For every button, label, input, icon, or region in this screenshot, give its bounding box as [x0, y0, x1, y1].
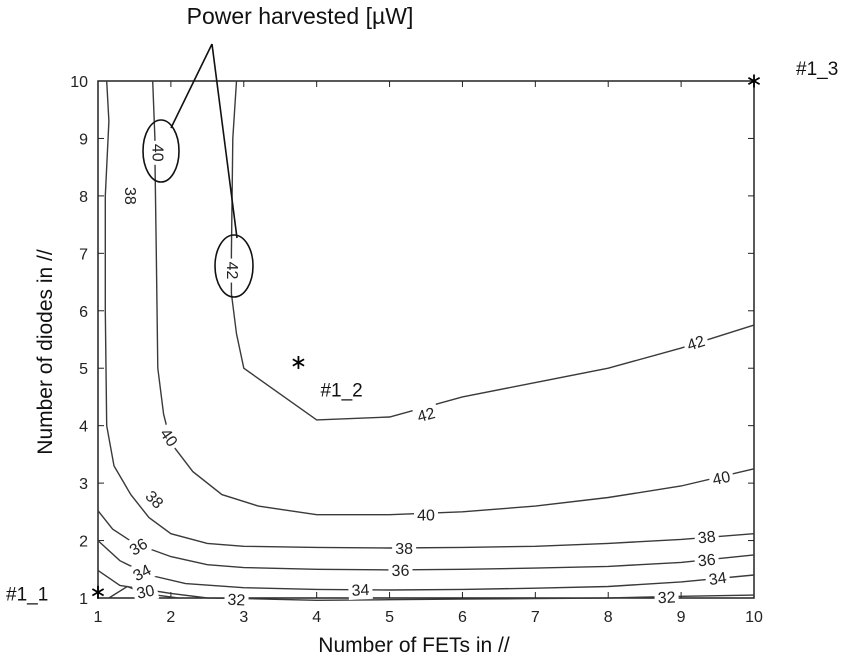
contour-label-30: 30 — [135, 582, 156, 602]
contour-label-38: 38 — [121, 187, 138, 205]
y-tick-label: 6 — [79, 304, 88, 321]
point-label: #1_3 — [796, 59, 838, 80]
contour-label-bg — [392, 538, 417, 559]
contour-label-bg — [681, 329, 711, 356]
contour-label-36: 36 — [391, 563, 409, 580]
annotation-ellipse-42 — [214, 234, 254, 298]
contour-label-bg — [139, 483, 171, 515]
contour-label-bg — [693, 525, 720, 548]
point-label: #1_2 — [320, 380, 362, 401]
contour-label-bg — [222, 258, 243, 283]
contour-label-42: 42 — [223, 262, 240, 280]
contour-label-42: 42 — [416, 405, 438, 426]
y-tick-label: 7 — [79, 246, 88, 263]
contour-40 — [152, 80, 755, 516]
x-tick-label: 10 — [745, 609, 763, 626]
contour-label-42: 42 — [685, 333, 707, 355]
marker-pt-1_2 — [292, 355, 305, 369]
contour-label-bg — [693, 548, 720, 571]
contour-label-34: 34 — [131, 562, 155, 585]
y-tick-label: 8 — [79, 189, 88, 206]
contour-label-36: 36 — [697, 552, 717, 571]
x-tick-label: 1 — [94, 609, 103, 626]
contour-label-38: 38 — [395, 541, 413, 558]
y-tick-label: 3 — [79, 476, 88, 493]
contour-label-38: 38 — [697, 529, 717, 548]
contour-label-bg — [223, 588, 249, 610]
annotation-arrow-42 — [211, 43, 238, 239]
contour-label-40: 40 — [711, 469, 732, 489]
contour-42 — [230, 80, 755, 421]
contour-label-bg — [347, 578, 373, 600]
x-tick-label: 5 — [385, 609, 394, 626]
annotation-group: Power harvested [µW] — [142, 3, 414, 298]
contour-label-bg — [414, 504, 438, 525]
y-tick-label: 4 — [79, 419, 88, 436]
contour-label-32: 32 — [657, 589, 676, 607]
x-tick-label: 2 — [166, 609, 175, 626]
contour-38 — [104, 80, 755, 549]
y-tick-label: 1 — [79, 591, 88, 608]
contour-label-32: 32 — [227, 592, 246, 610]
annotation-arrow-40 — [170, 43, 213, 129]
annotation-title: Power harvested [µW] — [187, 3, 414, 29]
x-tick-label: 6 — [458, 609, 467, 626]
contour-label-38: 38 — [141, 488, 166, 513]
contour-label-bg — [388, 559, 413, 581]
contour-label-40: 40 — [417, 508, 435, 525]
marker-pt-1_3 — [747, 74, 761, 88]
x-tick-label: 3 — [239, 609, 248, 626]
contour-label-bg — [154, 421, 185, 453]
y-axis-title: Number of diodes in // — [34, 249, 57, 455]
y-tick-label: 9 — [79, 131, 88, 148]
x-tick-label: 7 — [531, 609, 540, 626]
y-tick-label: 5 — [79, 361, 88, 378]
contour-label-bg — [411, 401, 441, 427]
x-tick-label: 9 — [677, 609, 686, 626]
x-tick-label: 4 — [312, 609, 321, 626]
contour-label-bg — [148, 140, 169, 165]
x-axis-title: Number of FETs in // — [318, 634, 510, 657]
contour-label-36: 36 — [127, 536, 151, 560]
contour-label-bg — [126, 557, 158, 587]
contour-label-40: 40 — [148, 144, 165, 162]
contour-label-bg — [122, 531, 154, 562]
marker-pt-1_1 — [91, 585, 105, 599]
design-points: #1_1 #1_2 #1_3 — [6, 59, 838, 605]
contour-label-34: 34 — [351, 582, 370, 600]
contour-label-bg — [654, 586, 680, 608]
annotation-ellipse-40 — [142, 119, 180, 183]
contour-label-bg — [707, 465, 736, 490]
contour-label-bg — [120, 183, 141, 208]
plot-frame — [97, 80, 755, 599]
contour-label-34: 34 — [708, 570, 728, 589]
y-tick-label: 2 — [79, 534, 88, 551]
point-label: #1_1 — [6, 584, 48, 605]
y-tick-label: 10 — [70, 74, 88, 91]
contour-label-bg — [704, 566, 731, 590]
x-tick-label: 8 — [604, 609, 613, 626]
